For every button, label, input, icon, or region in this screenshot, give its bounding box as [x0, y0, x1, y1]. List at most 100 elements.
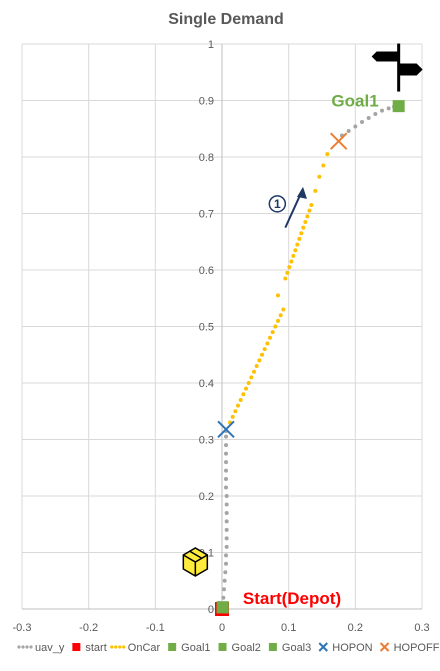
signpost-arrow-left [371, 51, 399, 62]
data-point [305, 214, 310, 219]
y-tick-label: 0.3 [199, 435, 214, 447]
data-point [224, 544, 229, 549]
y-tick-label: 0.6 [199, 265, 214, 277]
legend-item-hopoff: HOPOFF [379, 642, 440, 654]
data-point [233, 409, 238, 414]
x-marker-stroke [329, 132, 348, 150]
data-point [260, 352, 264, 357]
legend-swatch [29, 645, 33, 649]
data-point [289, 259, 294, 264]
legend-swatch [118, 645, 122, 649]
legend-item-hopon: HOPON [318, 642, 373, 654]
data-point [303, 219, 308, 224]
data-point [224, 502, 229, 507]
legend-label: HOPON [332, 642, 372, 654]
legend-swatch [168, 643, 177, 651]
data-point [224, 477, 228, 482]
data-point [224, 561, 228, 566]
annotations-layer: Goal1 Start(Depot) 1 [182, 43, 423, 608]
y-tick-label: 0 [208, 604, 214, 616]
data-point [268, 335, 272, 340]
data-point [254, 364, 259, 369]
x-tick-label: -0.3 [13, 622, 32, 634]
direction-arrow-head [297, 186, 307, 199]
data-point [224, 485, 228, 490]
data-point [299, 231, 304, 236]
legend-label: Goal2 [232, 642, 261, 654]
data-point [265, 341, 270, 346]
legend-label: start [85, 642, 106, 654]
legend-label: Goal1 [181, 642, 210, 654]
legend-label: OnCar [128, 642, 161, 654]
data-point [241, 392, 246, 397]
series-oncar [228, 152, 330, 425]
data-point [317, 174, 322, 179]
x-tick-label: 0 [219, 622, 225, 634]
data-point [224, 434, 228, 439]
series-hopon [217, 420, 235, 439]
data-point [246, 381, 251, 385]
data-point [224, 510, 229, 515]
legend-item-goal3: Goal3 [268, 642, 311, 654]
legend-swatch [21, 645, 25, 649]
legend: uav_y start OnCar Goal1 Goal2 Goal3 HOPON HOPOF… [17, 642, 440, 654]
legend-swatch-stroke [318, 642, 328, 652]
data-point [309, 203, 314, 208]
x-tick-label: -0.1 [146, 622, 165, 634]
data-point [329, 132, 348, 150]
legend-item-uav-y: uav_y [17, 642, 65, 654]
data-point [360, 119, 364, 124]
data-point [283, 276, 288, 281]
data-point [321, 163, 326, 168]
data-point [236, 403, 240, 408]
data-point [262, 347, 267, 352]
x-tick-label: -0.2 [79, 622, 98, 634]
x-marker-stroke [217, 420, 235, 439]
data-point [386, 106, 391, 111]
data-point [270, 330, 275, 335]
legend-swatch-stroke [379, 642, 390, 652]
y-tick-label: 0.5 [199, 322, 214, 334]
signpost-arrow-right [398, 63, 423, 76]
chart-title: Single Demand [168, 11, 284, 28]
data-point [353, 124, 358, 129]
data-point [276, 318, 280, 323]
series-goal3 [216, 601, 229, 614]
data-point [380, 108, 384, 113]
data-point [278, 313, 283, 318]
data-point [224, 494, 229, 498]
legend-swatch [318, 642, 328, 652]
package-edges [182, 550, 208, 576]
x-tick-label: 0.2 [348, 622, 363, 634]
y-tick-label: 0.2 [199, 491, 214, 503]
data-point [313, 188, 318, 193]
goal1-annotation: Goal1 [331, 92, 378, 111]
data-point [273, 324, 278, 329]
data-point [224, 451, 228, 456]
legend-swatch [72, 643, 81, 651]
step-badge [268, 195, 287, 213]
data-point [287, 265, 292, 270]
data-point [297, 236, 302, 241]
data-point [222, 587, 226, 592]
y-tick-label: 1 [208, 39, 214, 51]
data-point [221, 595, 226, 600]
y-tick-label: 0.7 [199, 209, 214, 221]
data-point [223, 570, 228, 575]
legend-swatch [114, 645, 118, 649]
start-annotation: Start(Depot) [243, 589, 341, 608]
data-point [224, 536, 229, 541]
legend-label: HOPOFF [394, 642, 440, 654]
signpost-icon [371, 43, 423, 92]
data-point [295, 242, 300, 247]
legend-item-goal2: Goal2 [218, 642, 261, 654]
legend-swatch [218, 643, 227, 651]
data-point [249, 375, 254, 380]
legend-swatch [379, 642, 390, 652]
step-annotation: 1 [274, 197, 281, 211]
data-point [285, 270, 290, 275]
legend-item-goal1: Goal1 [168, 642, 211, 654]
